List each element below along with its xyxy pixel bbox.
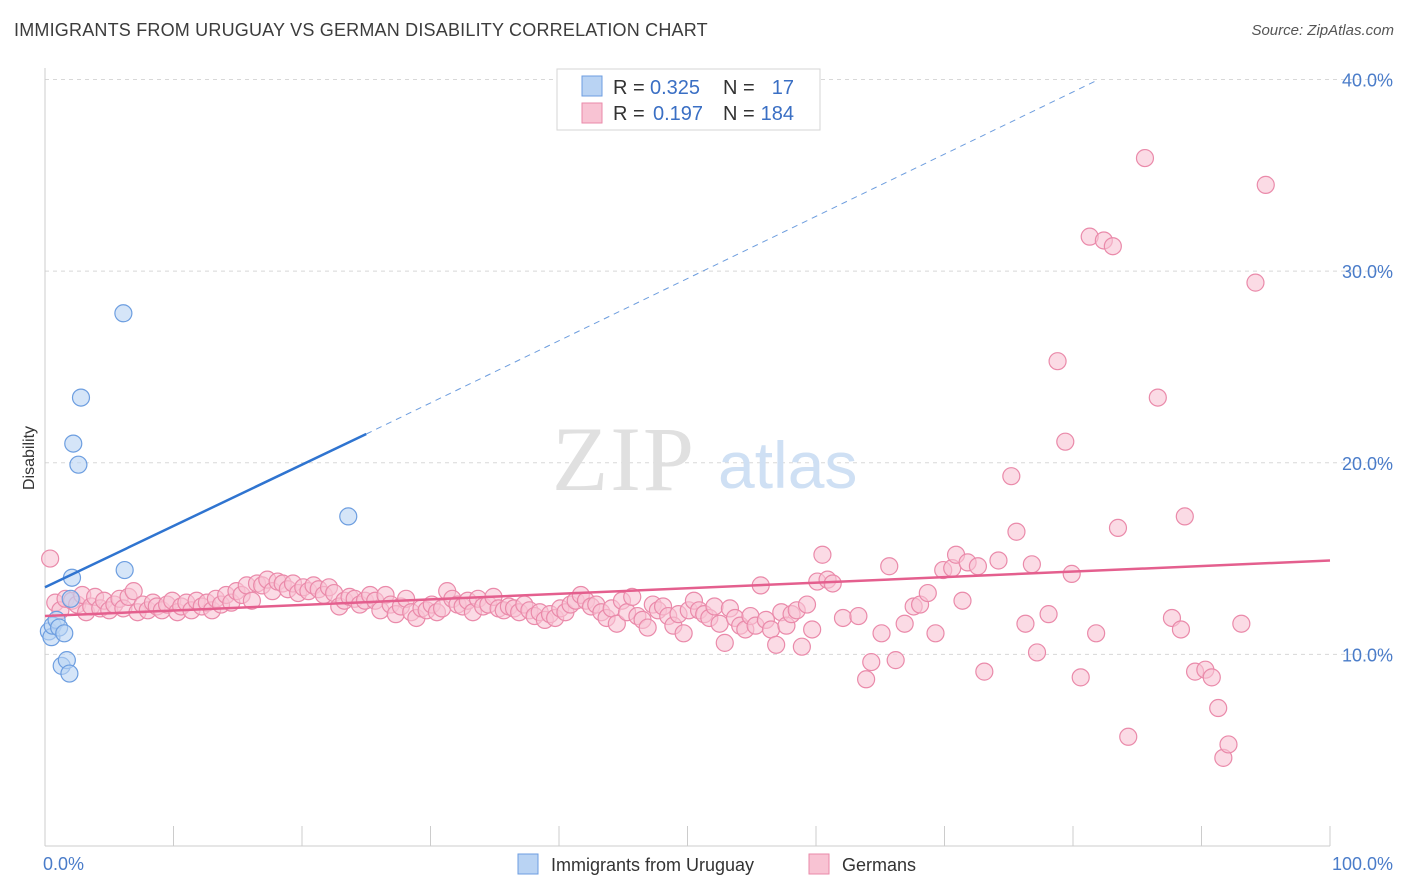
germans-point — [715, 633, 734, 652]
bottom-legend-label-uruguay: Immigrants from Uruguay — [551, 855, 754, 875]
germans-point — [886, 651, 905, 670]
legend-n-label-b: N = — [723, 103, 755, 125]
germans-point — [975, 662, 994, 681]
y-tick-label-40: 40.0% — [1342, 71, 1393, 91]
x-tick-label-max: 100.0% — [1332, 854, 1393, 874]
trend-lines — [44, 79, 1331, 618]
y-axis-label: Disability — [21, 426, 38, 490]
germans-point — [1103, 237, 1122, 256]
germans-point — [849, 606, 868, 626]
germans-point — [1016, 614, 1035, 633]
legend-swatch-germans — [581, 102, 603, 124]
uruguay-point — [71, 388, 91, 407]
germans-point — [918, 583, 937, 603]
bottom-legend-swatch-germans — [808, 853, 830, 875]
germans-point — [1007, 522, 1026, 541]
trend-line-uruguay-extension — [366, 79, 1099, 435]
gridlines — [45, 79, 1392, 655]
germans-point — [833, 608, 853, 628]
germans-point — [1048, 352, 1067, 371]
chart-title: IMMIGRANTS FROM URUGUAY VS GERMAN DISABI… — [14, 20, 708, 40]
legend-r-label-b: R = — [613, 103, 645, 125]
uruguay-point — [55, 624, 74, 643]
bottom-legend-label-germans: Germans — [842, 855, 916, 875]
series-uruguay — [39, 304, 358, 683]
germans-point — [968, 557, 988, 576]
germans-point — [623, 587, 642, 606]
germans-point — [1071, 668, 1090, 687]
germans-point — [1175, 507, 1194, 526]
uruguay-point — [339, 507, 358, 526]
uruguay-point — [64, 434, 83, 453]
germans-point — [872, 624, 891, 643]
germans-point — [1108, 518, 1128, 538]
germans-point — [926, 624, 945, 643]
germans-point — [880, 557, 899, 576]
germans-point — [1246, 273, 1265, 292]
y-tick-label-10: 10.0% — [1342, 645, 1393, 665]
bottom-legend-swatch-uruguay — [517, 853, 539, 875]
legend-n-value-a: 17 — [772, 77, 794, 99]
germans-point — [1202, 668, 1221, 687]
legend-swatch-uruguay — [581, 75, 603, 97]
germans-point — [813, 545, 832, 564]
germans-point — [953, 591, 972, 610]
germans-point — [41, 549, 60, 568]
watermark-zip: ZIP — [552, 408, 696, 510]
legend-r-value-a: 0.325 — [650, 77, 700, 99]
bottom-legend: Immigrants from Uruguay Germans — [517, 853, 916, 875]
germans-point — [638, 618, 657, 637]
germans-point — [895, 614, 914, 633]
germans-point — [803, 620, 822, 639]
trend-line-germans — [44, 559, 1331, 618]
trend-line-uruguay — [44, 432, 367, 589]
germans-point — [1056, 432, 1075, 451]
germans-point — [1135, 148, 1155, 168]
germans-point — [1256, 175, 1275, 194]
germans-point — [1148, 388, 1167, 407]
stats-legend: R = 0.325 N = 17 R = 0.197 N = 184 — [556, 68, 821, 131]
uruguay-point — [115, 560, 134, 580]
source-label: Source: ZipAtlas.com — [1251, 22, 1394, 39]
uruguay-point — [69, 455, 88, 474]
x-ticks — [173, 826, 1331, 846]
germans-point — [710, 614, 729, 633]
x-tick-label-min: 0.0% — [43, 854, 84, 874]
uruguay-point — [60, 664, 79, 683]
germans-point — [242, 591, 261, 610]
germans-point — [1087, 624, 1106, 643]
germans-point — [797, 595, 817, 614]
germans-point — [862, 652, 881, 672]
germans-point — [989, 551, 1008, 570]
germans-point — [1219, 735, 1238, 754]
watermark-atlas: atlas — [718, 428, 857, 502]
y-tick-label-20: 20.0% — [1342, 454, 1393, 474]
uruguay-point — [114, 304, 133, 323]
legend-r-label-a: R = — [613, 77, 645, 99]
germans-point — [1027, 643, 1047, 662]
germans-point — [1119, 727, 1138, 746]
germans-point — [705, 597, 724, 616]
germans-point — [857, 670, 876, 689]
legend-n-value-b: 184 — [761, 103, 794, 125]
germans-point — [1022, 555, 1041, 574]
germans-point — [607, 614, 626, 633]
germans-point — [1062, 564, 1081, 583]
germans-point — [1002, 467, 1021, 486]
y-tick-labels: 10.0% 20.0% 30.0% 40.0% — [1342, 71, 1393, 666]
y-tick-label-30: 30.0% — [1342, 262, 1393, 282]
germans-point — [674, 624, 693, 643]
germans-point — [1039, 605, 1058, 624]
germans-point — [124, 582, 143, 601]
germans-point — [767, 635, 786, 654]
germans-point — [1232, 614, 1251, 633]
germans-point — [1171, 620, 1191, 639]
germans-point — [761, 620, 781, 639]
legend-r-value-b: 0.197 — [653, 103, 703, 125]
germans-point — [792, 637, 811, 656]
legend-n-label-a: N = — [723, 77, 755, 99]
germans-point — [1209, 698, 1228, 718]
uruguay-point — [61, 589, 80, 608]
